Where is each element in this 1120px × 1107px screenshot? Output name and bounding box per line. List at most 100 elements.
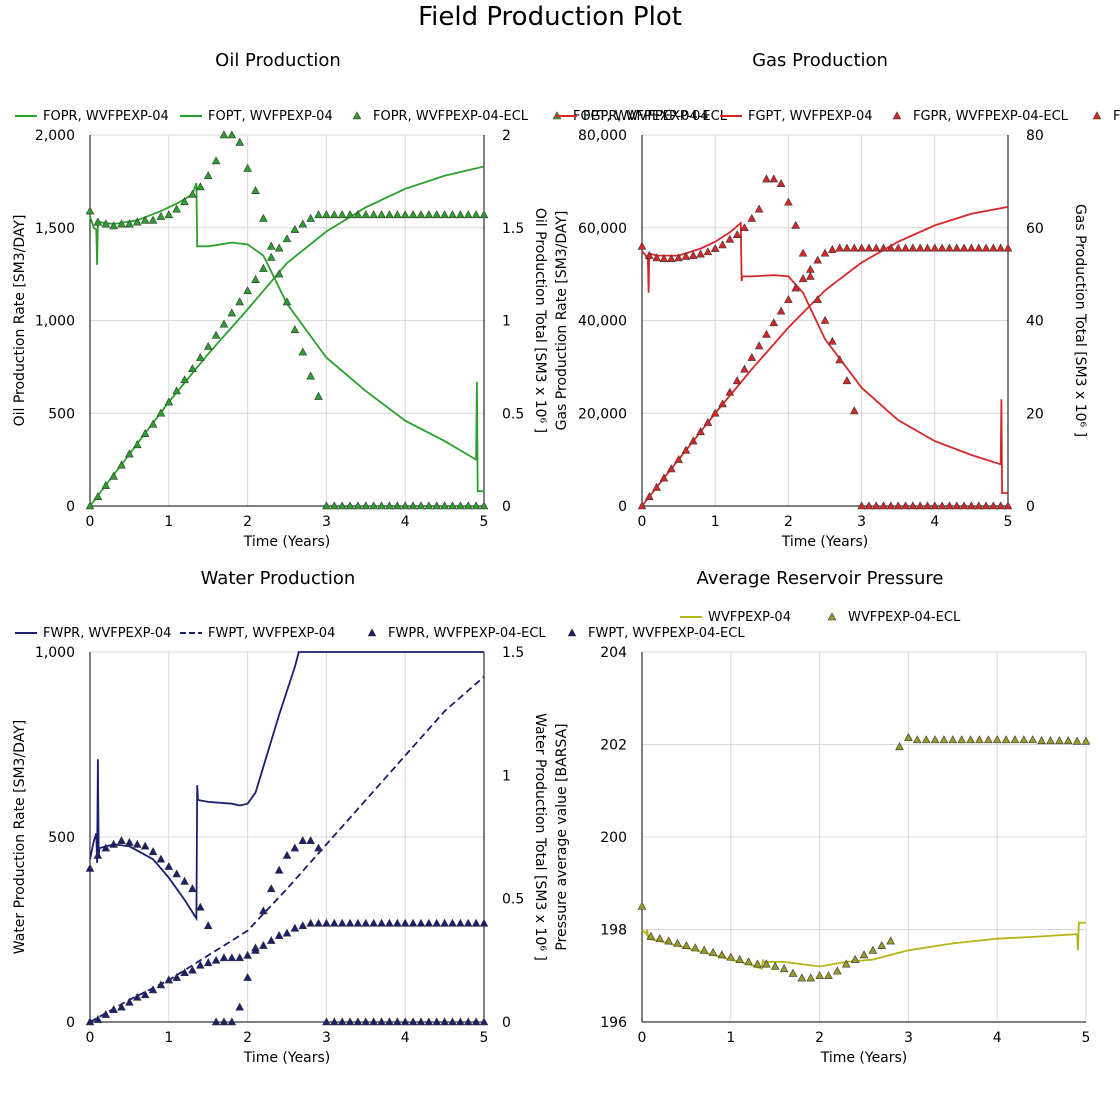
chart2-xtick-label: 4 bbox=[930, 514, 939, 530]
chart1-series-3-marker bbox=[251, 186, 260, 194]
chart1-series-3-marker bbox=[369, 501, 378, 510]
chart2-xlabel: Time (Years) bbox=[781, 534, 869, 550]
chart4-series-2-marker bbox=[699, 945, 709, 954]
chart1-series-4-marker bbox=[432, 210, 442, 219]
chart1-series-3-marker bbox=[188, 189, 197, 198]
chart3-series-4-marker bbox=[180, 968, 189, 976]
chart2-series-4-marker bbox=[652, 482, 661, 491]
main-title: Field Production Plot bbox=[418, 2, 682, 32]
chart3-series-4-marker bbox=[93, 1014, 103, 1023]
chart2-series-4-marker bbox=[967, 243, 976, 252]
chart2-series-3-marker bbox=[945, 501, 954, 510]
chart4-series-2-marker bbox=[1055, 736, 1064, 745]
chart4-ytick-label: 198 bbox=[600, 923, 627, 939]
chart3-series-3-marker bbox=[274, 865, 284, 874]
chart3-series-3-marker bbox=[266, 884, 276, 893]
chart2-series-4-marker bbox=[718, 399, 727, 408]
chart2-series-3-marker bbox=[828, 336, 837, 345]
chart1-series-4-marker bbox=[377, 210, 386, 219]
chart2-series-4-marker bbox=[974, 243, 984, 252]
chart2-y2tick-label: 0 bbox=[1026, 499, 1035, 515]
chart1-series-3-marker bbox=[361, 501, 371, 510]
chart3-xtick-label: 5 bbox=[480, 1030, 489, 1046]
chart1-series-4-marker bbox=[337, 210, 347, 219]
chart2-series-3-marker bbox=[879, 501, 888, 510]
chart3-series-3-marker bbox=[377, 1017, 386, 1026]
chart1-series-3-marker bbox=[448, 501, 457, 510]
chart1-series-3-marker bbox=[393, 501, 402, 510]
chart3-series-4-marker bbox=[408, 918, 418, 927]
chart2-series-4-marker bbox=[696, 427, 705, 436]
chart1-series-3-marker bbox=[266, 241, 276, 250]
chart4-series-2-marker bbox=[673, 938, 682, 947]
chart3-ytick-label: 1,000 bbox=[35, 645, 75, 661]
chart4-ylabel: Pressure average value [BARSA] bbox=[554, 723, 570, 950]
chart4-legend-item-2-label: WVFPEXP-04-ECL bbox=[848, 610, 961, 625]
chart2-series-3-marker bbox=[806, 271, 815, 280]
chart4-series-2-marker bbox=[921, 735, 931, 744]
chart3-series-3-marker bbox=[196, 902, 205, 911]
chart2-xtick-label: 0 bbox=[638, 514, 647, 530]
chart3-series-3-marker bbox=[243, 972, 252, 981]
chart4-series-2-marker bbox=[859, 950, 869, 959]
chart3-series-4-marker bbox=[109, 1005, 118, 1013]
chart2-series-3-marker bbox=[1003, 501, 1013, 510]
chart1-series-4-marker bbox=[243, 286, 252, 295]
chart1-series-3-marker bbox=[227, 130, 237, 139]
chart1-series-4-marker bbox=[101, 480, 111, 489]
chart4-ytick-label: 196 bbox=[600, 1015, 627, 1031]
chart2-series-3-marker bbox=[886, 501, 896, 510]
chart3-series-4-marker bbox=[393, 918, 402, 927]
chart4-series-2-marker bbox=[904, 732, 913, 741]
chart2-series-4-marker bbox=[681, 445, 691, 454]
chart1-series-3-marker bbox=[432, 501, 442, 510]
chart2-series-3-marker bbox=[776, 179, 786, 187]
chart1-series-4-marker bbox=[448, 210, 457, 219]
chart4-series-2-marker bbox=[912, 735, 922, 744]
chart4-series-2-marker bbox=[966, 735, 975, 744]
chart2-series-4-marker bbox=[996, 243, 1005, 252]
chart1-series-3-marker bbox=[219, 130, 229, 139]
chart2-series-4-marker bbox=[791, 283, 801, 292]
chart3-series-3-marker bbox=[125, 837, 134, 846]
chart3-legend-item-1-label: FWPR, WVFPEXP-04 bbox=[43, 626, 171, 641]
chart2-series-3-marker bbox=[959, 501, 969, 510]
chart3-series-4-marker bbox=[235, 953, 245, 962]
chart3-series-4-marker bbox=[125, 997, 134, 1006]
chart3-legend-item-3-swatch bbox=[367, 628, 377, 637]
chart2-series-4-marker bbox=[1003, 243, 1013, 252]
chart1-series-4-marker bbox=[132, 440, 142, 449]
chart2-series-4-marker bbox=[981, 243, 991, 252]
chart2-series-4-marker bbox=[835, 243, 844, 252]
chart1-series-4-marker bbox=[156, 408, 166, 417]
chart3-series-4-marker bbox=[266, 935, 276, 944]
chart4-title: Average Reservoir Pressure bbox=[697, 568, 944, 589]
chart2-series-4-marker bbox=[754, 341, 764, 350]
chart1-series-3-marker bbox=[322, 501, 331, 510]
chart1-series-1-line bbox=[89, 182, 484, 493]
chart4-series-2-marker bbox=[744, 957, 753, 966]
chart4-series-2-marker bbox=[841, 959, 851, 968]
chart3-series-3-marker bbox=[211, 1017, 221, 1026]
chart1-series-3-marker bbox=[440, 501, 449, 510]
chart2-series-3-marker bbox=[681, 251, 691, 260]
chart4-series-2-marker bbox=[797, 973, 807, 982]
chart1-xtick-label: 3 bbox=[322, 514, 331, 530]
chart3-legend-item-3-label: FWPR, WVFPEXP-04-ECL bbox=[388, 626, 546, 641]
chart2-series-3-marker bbox=[732, 230, 742, 239]
chart4-series-2-marker bbox=[753, 959, 762, 968]
chart4-xtick-label: 4 bbox=[993, 1030, 1002, 1046]
chart2-series-4-marker bbox=[710, 408, 720, 417]
chart2-xtick-label: 1 bbox=[711, 514, 720, 530]
chart3-series-3-marker bbox=[132, 839, 142, 848]
chart4-series-2-marker bbox=[886, 936, 895, 945]
chart1-series-4-marker bbox=[188, 364, 197, 373]
chart2-series-4-marker bbox=[776, 306, 786, 315]
chart3-series-4-marker bbox=[369, 918, 378, 927]
chart2-ytick-label: 20,000 bbox=[578, 406, 627, 422]
chart4-series-2-marker bbox=[992, 735, 1002, 744]
chart1-series-3-marker bbox=[298, 347, 308, 356]
chart2-xtick-label: 5 bbox=[1004, 514, 1013, 530]
chart1-ylabel: Oil Production Rate [SM3/DAY] bbox=[12, 215, 28, 427]
chart2-series-3-marker bbox=[791, 220, 801, 229]
